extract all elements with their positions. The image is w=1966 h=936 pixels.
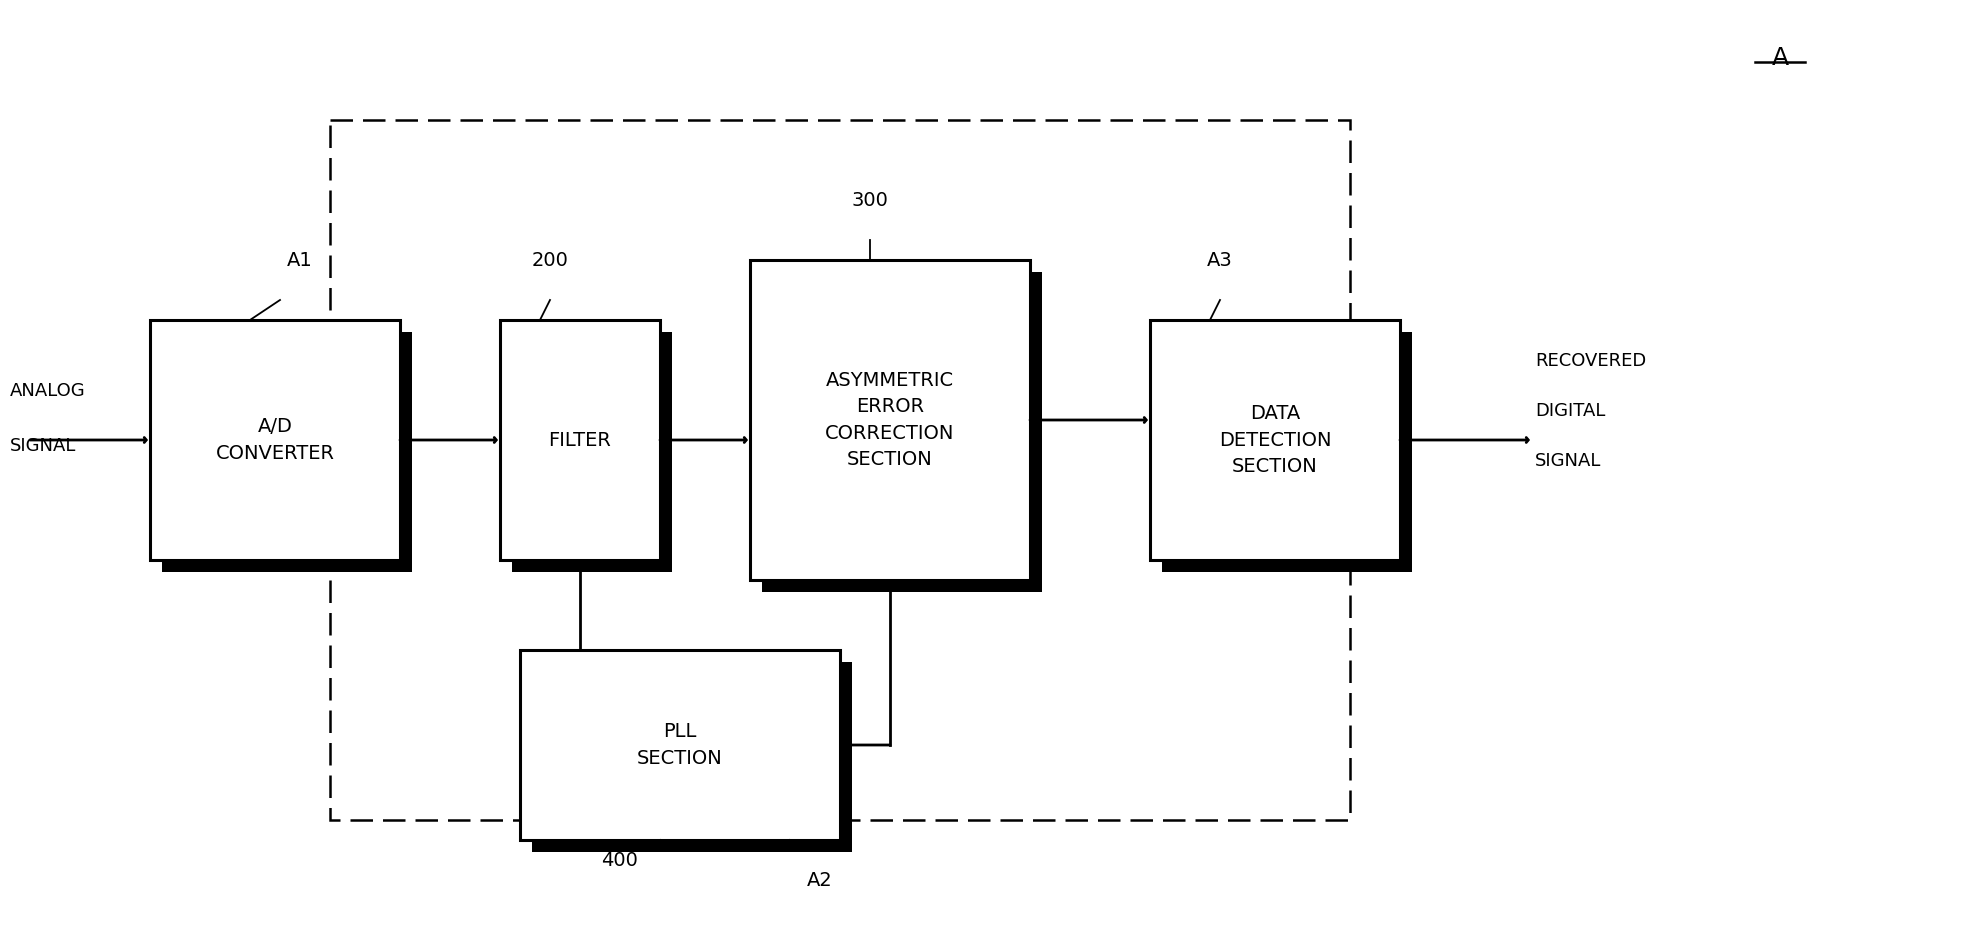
Bar (330, 120, 1351, 820)
Text: 300: 300 (851, 191, 889, 210)
Text: A/D
CONVERTER: A/D CONVERTER (216, 417, 334, 462)
Text: DIGITAL: DIGITAL (1535, 402, 1606, 420)
Bar (519, 650, 839, 840)
Bar (1150, 320, 1400, 560)
Text: DATA
DETECTION
SECTION: DATA DETECTION SECTION (1219, 404, 1331, 476)
Bar (161, 332, 413, 572)
Text: A1: A1 (287, 251, 313, 270)
Bar (1162, 332, 1412, 572)
Bar (749, 260, 1030, 580)
Text: 200: 200 (531, 251, 568, 270)
Text: ASYMMETRIC
ERROR
CORRECTION
SECTION: ASYMMETRIC ERROR CORRECTION SECTION (826, 371, 955, 469)
Bar (763, 272, 1042, 592)
Text: A3: A3 (1207, 251, 1233, 270)
Bar (533, 662, 851, 852)
Bar (511, 332, 672, 572)
Text: FILTER: FILTER (549, 431, 611, 449)
Text: 400: 400 (602, 851, 639, 870)
Bar (499, 320, 661, 560)
Text: ANALOG: ANALOG (10, 382, 87, 400)
Text: SIGNAL: SIGNAL (1535, 452, 1602, 470)
Text: A2: A2 (808, 871, 834, 890)
Bar (149, 320, 399, 560)
Text: A: A (1771, 46, 1789, 70)
Text: PLL
SECTION: PLL SECTION (637, 723, 723, 768)
Text: SIGNAL: SIGNAL (10, 437, 77, 455)
Text: RECOVERED: RECOVERED (1535, 352, 1646, 370)
